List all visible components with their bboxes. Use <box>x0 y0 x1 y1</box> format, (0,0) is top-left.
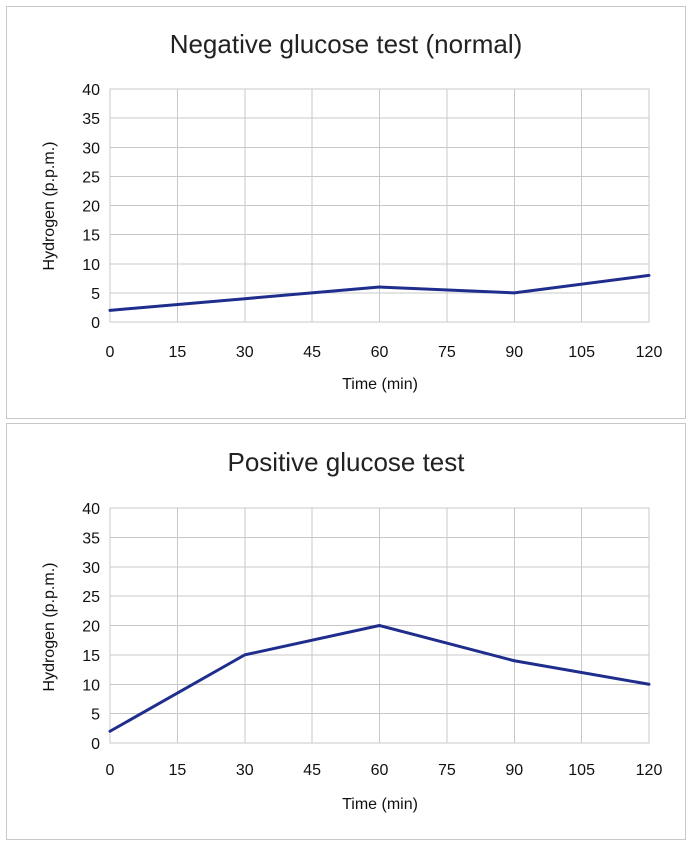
y-tick-label: 25 <box>82 169 100 186</box>
y-tick-label: 5 <box>91 707 100 724</box>
x-tick-label: 90 <box>505 344 523 361</box>
x-tick-label: 75 <box>438 344 456 361</box>
y-tick-label: 30 <box>82 140 100 157</box>
y-tick-label: 35 <box>82 530 100 547</box>
y-tick-label: 10 <box>82 257 100 274</box>
y-tick-label: 35 <box>82 111 100 128</box>
chart-title: Positive glucose test <box>227 447 465 477</box>
y-tick-label: 15 <box>82 228 100 245</box>
x-tick-label: 90 <box>505 762 523 779</box>
plot-area <box>109 88 650 323</box>
y-tick-label: 5 <box>91 286 100 303</box>
chart-title: Negative glucose test (normal) <box>170 29 523 59</box>
x-axis-label: Time (min) <box>342 376 418 393</box>
chart-positive-glucose: Positive glucose test Time (min) Hydroge… <box>41 447 663 813</box>
x-tick-label: 0 <box>106 344 115 361</box>
x-tick-label: 120 <box>636 344 663 361</box>
x-tick-label: 0 <box>106 762 115 779</box>
x-tick-label: 15 <box>168 344 186 361</box>
y-axis-label: Hydrogen (p.p.m.) <box>41 142 58 271</box>
chart-panel-positive: Positive glucose test Time (min) Hydroge… <box>6 423 686 840</box>
x-tick-label: 15 <box>168 762 186 779</box>
x-tick-label: 60 <box>371 762 389 779</box>
y-tick-label: 0 <box>91 315 100 332</box>
x-tick-label: 45 <box>303 762 321 779</box>
series-line <box>108 273 651 312</box>
y-tick-label: 25 <box>82 589 100 606</box>
y-tick-label: 40 <box>82 501 100 518</box>
y-tick-label: 40 <box>82 82 100 99</box>
plot-area <box>109 507 650 744</box>
y-tick-label: 15 <box>82 648 100 665</box>
chart-negative-glucose: Negative glucose test (normal) Time (min… <box>41 29 663 393</box>
x-axis-label: Time (min) <box>342 796 418 813</box>
y-tick-label: 20 <box>82 199 100 216</box>
x-tick-label: 105 <box>568 762 595 779</box>
x-tick-label: 105 <box>568 344 595 361</box>
x-tick-label: 120 <box>636 762 663 779</box>
y-tick-label: 10 <box>82 677 100 694</box>
x-tick-label: 30 <box>236 344 254 361</box>
x-tick-label: 45 <box>303 344 321 361</box>
y-tick-label: 20 <box>82 619 100 636</box>
y-tick-label: 0 <box>91 736 100 753</box>
x-tick-label: 30 <box>236 762 254 779</box>
series-line <box>108 624 651 733</box>
chart-panel-negative: Negative glucose test (normal) Time (min… <box>6 6 686 419</box>
y-tick-label: 30 <box>82 560 100 577</box>
y-axis-label: Hydrogen (p.p.m.) <box>41 563 58 692</box>
x-tick-label: 75 <box>438 762 456 779</box>
x-tick-label: 60 <box>371 344 389 361</box>
